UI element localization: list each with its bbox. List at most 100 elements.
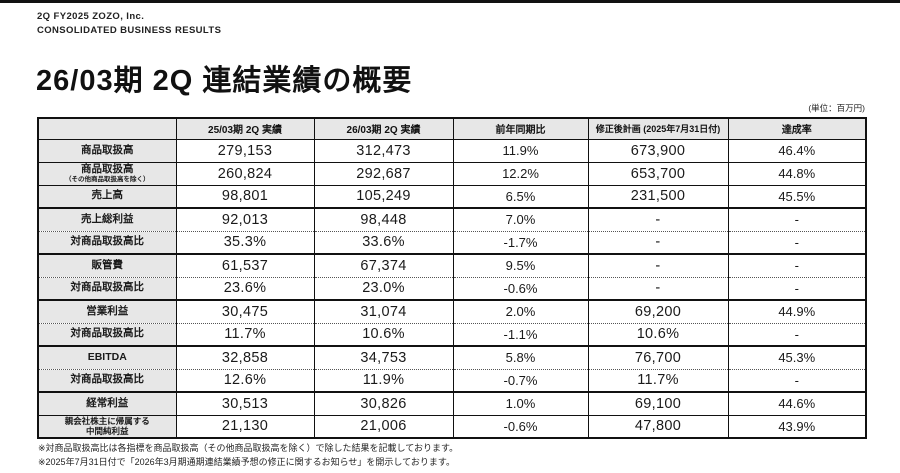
table-cell: 11.7% (587, 368, 729, 392)
unit-note: (単位：百万円) (808, 103, 865, 113)
table-cell: 23.6% (175, 276, 315, 300)
header-cell-revised-plan: 修正後計画 (2025年7月31日付) (587, 118, 729, 140)
table-cell: 33.6% (313, 230, 454, 254)
page-title: 26/03期 2Q 連結業績の概要 (36, 65, 413, 97)
table-cell: - (587, 276, 729, 300)
table-cell: - (727, 368, 867, 392)
table-cell: 105,249 (313, 184, 454, 208)
row-label: 経常利益 (37, 391, 177, 415)
header-cell-achievement: 達成率 (727, 118, 867, 140)
table-cell: 92,013 (175, 207, 315, 231)
row-sublabel: （その他商品取扱高を除く） (65, 176, 150, 184)
table-cell: - (727, 207, 867, 231)
table-cell: 45.5% (727, 184, 867, 208)
table-row: 対商品取扱高比 35.3% 33.6% -1.7% - - (37, 230, 867, 254)
row-label: 対商品取扱高比 (37, 276, 177, 300)
table-row: 対商品取扱高比 23.6% 23.0% -0.6% - - (37, 276, 867, 300)
table-cell: 31,074 (313, 299, 454, 323)
row-label: 販管費 (37, 253, 177, 277)
table-cell: -0.7% (452, 368, 589, 392)
results-table-header: 25/03期 2Q 実績 26/03期 2Q 実績 前年同期比 修正後計画 (2… (37, 118, 867, 140)
table-row: 販管費 61,537 67,374 9.5% - - (37, 253, 867, 277)
table-cell: - (727, 322, 867, 346)
table-cell: 12.2% (452, 161, 589, 185)
table-cell: -0.6% (452, 276, 589, 300)
table-cell: 47,800 (587, 414, 729, 438)
table-cell: 12.6% (175, 368, 315, 392)
table-cell: 11.7% (175, 322, 315, 346)
table-cell: 30,475 (175, 299, 315, 323)
table-row: 売上総利益 92,013 98,448 7.0% - - (37, 207, 867, 231)
footnote-1: ※対商品取扱高比は各指標を商品取扱高（その他商品取扱高を除く）で除した結果を記載… (38, 443, 459, 453)
table-cell: 69,100 (587, 391, 729, 415)
table-row: 経常利益 30,513 30,826 1.0% 69,100 44.6% (37, 391, 867, 415)
table-cell: - (587, 207, 729, 231)
row-label: 対商品取扱高比 (37, 322, 177, 346)
header-cell-curr-actual: 26/03期 2Q 実績 (313, 118, 454, 140)
table-cell: 98,801 (175, 184, 315, 208)
eyebrow-line-2: CONSOLIDATED BUSINESS RESULTS (37, 24, 222, 36)
table-cell: 98,448 (313, 207, 454, 231)
footnotes: ※対商品取扱高比は各指標を商品取扱高（その他商品取扱高を除く）で除した結果を記載… (38, 442, 458, 469)
slide-top-rule (0, 0, 900, 3)
results-table-body: 商品取扱高 279,153 312,473 11.9% 673,900 46.4% 商品取扱… (37, 139, 867, 438)
table-cell: 34,753 (313, 345, 454, 369)
table-cell: 44.9% (727, 299, 867, 323)
table-cell: 45.3% (727, 345, 867, 369)
footnote-2: ※2025年7月31日付で「2026年3月期通期連結業績予想の修正に関するお知ら… (38, 456, 455, 467)
table-cell: 35.3% (175, 230, 315, 254)
table-cell: - (727, 253, 867, 277)
row-label: 商品取扱高 (37, 139, 177, 162)
table-row: 商品取扱高 （その他商品取扱高を除く） 260,824 292,687 12.2% 653… (37, 161, 867, 185)
table-cell: 44.6% (727, 391, 867, 415)
table-cell: 231,500 (587, 184, 729, 208)
table-cell: 23.0% (313, 276, 454, 300)
table-cell: - (587, 230, 729, 254)
table-cell: 10.6% (313, 322, 454, 346)
row-label: 対商品取扱高比 (37, 230, 177, 254)
row-label: 商品取扱高 （その他商品取扱高を除く） (37, 161, 177, 185)
row-label: 対商品取扱高比 (37, 368, 177, 392)
header-cell-label (37, 118, 177, 140)
table-cell: 43.9% (727, 414, 867, 438)
table-cell: - (727, 230, 867, 254)
row-label: 親会社株主に帰属する 中間純利益 (37, 414, 177, 438)
table-cell: 6.5% (452, 184, 589, 208)
table-cell: 69,200 (587, 299, 729, 323)
table-cell: 46.4% (727, 139, 867, 162)
table-cell: - (587, 253, 729, 277)
table-cell: 11.9% (452, 139, 589, 162)
table-cell: 32,858 (175, 345, 315, 369)
table-cell: - (727, 276, 867, 300)
table-row: 商品取扱高 279,153 312,473 11.9% 673,900 46.4% (37, 139, 867, 162)
table-cell: -1.1% (452, 322, 589, 346)
header-row: 25/03期 2Q 実績 26/03期 2Q 実績 前年同期比 修正後計画 (2… (37, 118, 867, 140)
table-cell: 279,153 (175, 139, 315, 162)
table-row: 営業利益 30,475 31,074 2.0% 69,200 44.9% (37, 299, 867, 323)
table-cell: 1.0% (452, 391, 589, 415)
slide-eyebrow: 2Q FY2025 ZOZO, Inc. CONSOLIDATED BUSINE… (37, 10, 221, 38)
table-row: 対商品取扱高比 11.7% 10.6% -1.1% 10.6% - (37, 322, 867, 346)
header-cell-yoy: 前年同期比 (452, 118, 589, 140)
table-cell: 7.0% (452, 207, 589, 231)
row-label: EBITDA (37, 345, 177, 369)
table-cell: 30,826 (313, 391, 454, 415)
table-cell: -0.6% (452, 414, 589, 438)
table-cell: 292,687 (313, 161, 454, 185)
table-cell: 10.6% (587, 322, 729, 346)
table-row: 売上高 98,801 105,249 6.5% 231,500 45.5% (37, 184, 867, 208)
table-cell: 11.9% (313, 368, 454, 392)
table-row: EBITDA 32,858 34,753 5.8% 76,700 45.3% (37, 345, 867, 369)
table-cell: 76,700 (587, 345, 729, 369)
table-cell: 21,006 (313, 414, 454, 438)
table-cell: -1.7% (452, 230, 589, 254)
table-cell: 260,824 (175, 161, 315, 185)
table-row: 対商品取扱高比 12.6% 11.9% -0.7% 11.7% - (37, 368, 867, 392)
results-table: 25/03期 2Q 実績 26/03期 2Q 実績 前年同期比 修正後計画 (2… (37, 117, 867, 439)
table-cell: 9.5% (452, 253, 589, 277)
table-cell: 67,374 (313, 253, 454, 277)
table-cell: 61,537 (175, 253, 315, 277)
table-cell: 653,700 (587, 161, 729, 185)
table-cell: 30,513 (175, 391, 315, 415)
row-label: 営業利益 (37, 299, 177, 323)
